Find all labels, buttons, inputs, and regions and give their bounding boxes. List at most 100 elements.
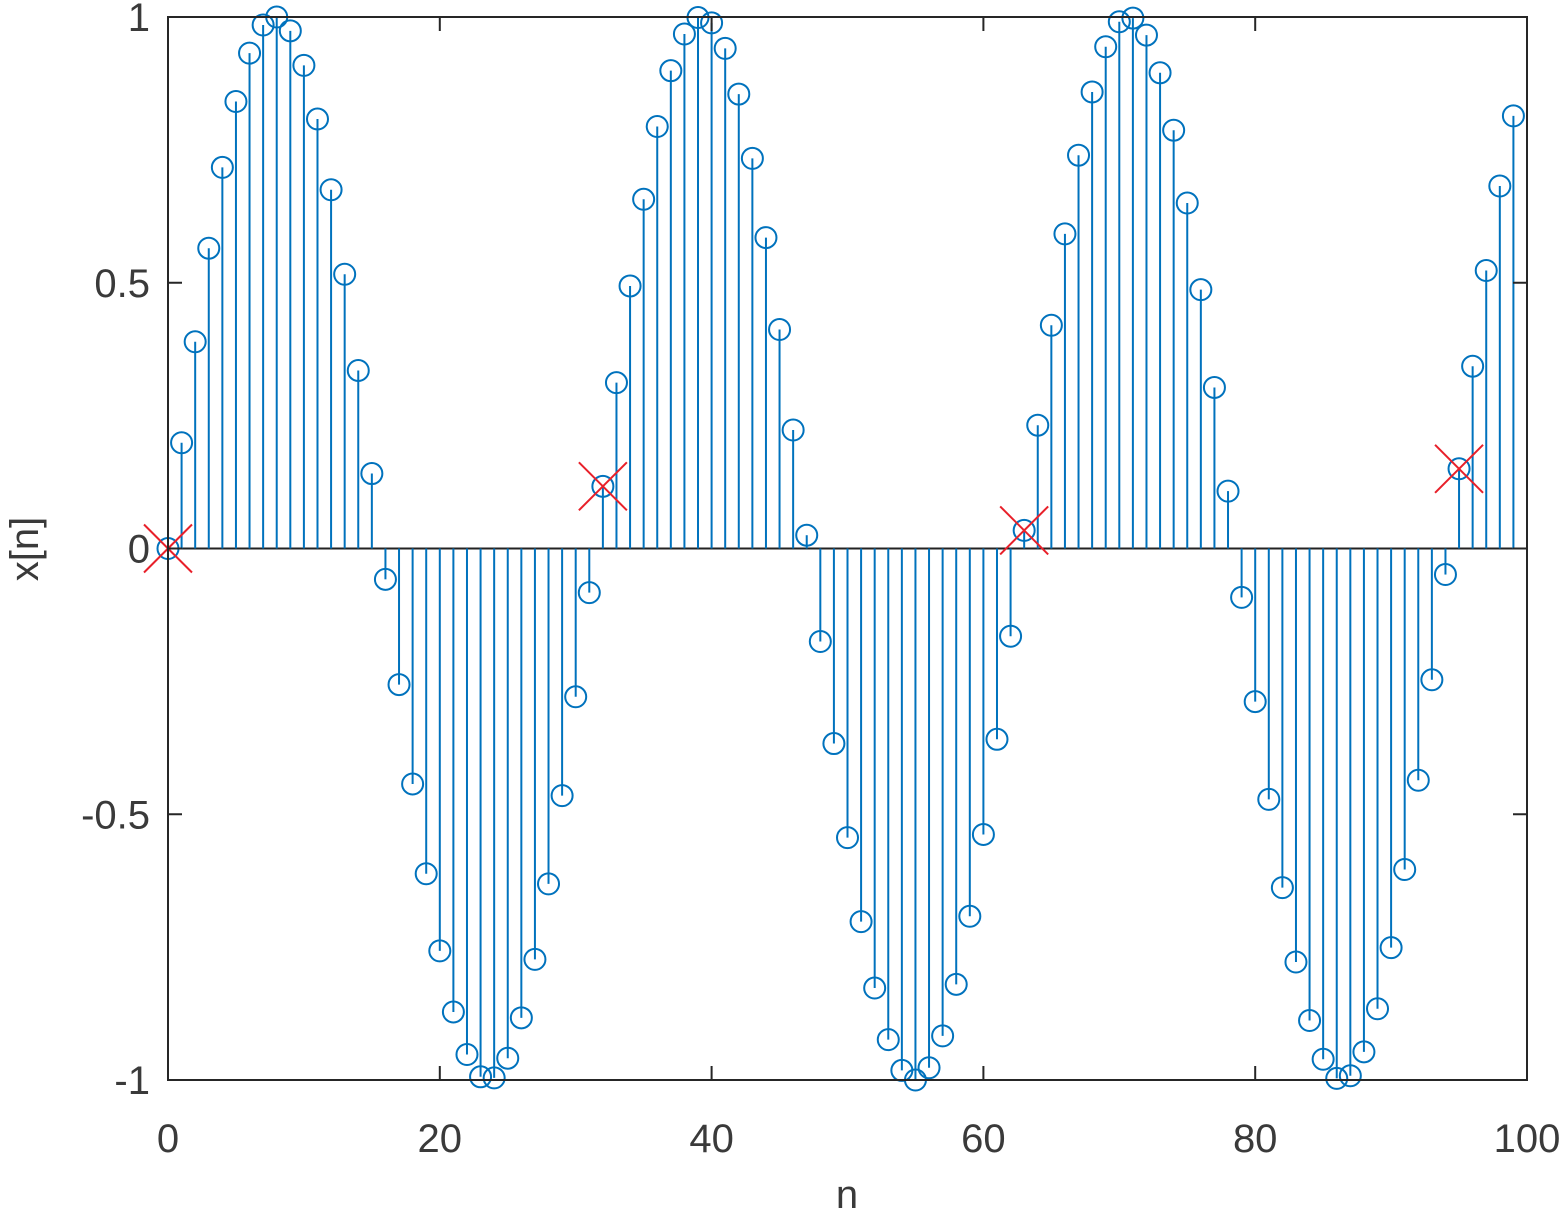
stem-marker bbox=[1230, 585, 1254, 609]
stem-marker bbox=[971, 822, 995, 846]
stem-marker bbox=[876, 1028, 900, 1052]
stem-marker bbox=[604, 371, 628, 395]
stem-marker bbox=[550, 784, 574, 808]
stem-marker bbox=[319, 178, 343, 202]
stem-marker bbox=[1243, 690, 1267, 714]
stem-marker bbox=[373, 567, 397, 591]
stem-marker bbox=[1311, 1047, 1335, 1071]
stem-marker bbox=[754, 226, 778, 250]
stem-marker bbox=[1325, 1066, 1349, 1090]
stem-marker bbox=[917, 1056, 941, 1080]
y-tick-label: -0.5 bbox=[81, 793, 150, 837]
stem-marker bbox=[672, 22, 696, 46]
stem-marker bbox=[944, 972, 968, 996]
stem-marker bbox=[183, 330, 207, 354]
stem-marker bbox=[496, 1046, 520, 1070]
stem-marker bbox=[740, 146, 764, 170]
stem-marker bbox=[985, 727, 1009, 751]
x-axis-label: n bbox=[836, 1173, 858, 1217]
stem-marker bbox=[849, 910, 873, 934]
stem-marker bbox=[387, 673, 411, 697]
stem-marker bbox=[863, 976, 887, 1000]
stem-marker bbox=[618, 274, 642, 298]
stem-marker bbox=[455, 1042, 479, 1066]
x-tick-label: 0 bbox=[157, 1117, 179, 1161]
stem-marker bbox=[251, 13, 275, 37]
stem-marker bbox=[224, 90, 248, 114]
x-tick-label: 40 bbox=[689, 1117, 734, 1161]
x-marker bbox=[999, 505, 1049, 556]
stem-marker bbox=[523, 947, 547, 971]
stem-marker bbox=[469, 1065, 493, 1089]
stem-marker bbox=[768, 318, 792, 342]
stem-marker bbox=[509, 1006, 533, 1030]
stem-marker bbox=[1501, 104, 1525, 128]
stem-marker bbox=[360, 462, 384, 486]
stem-marker bbox=[1216, 479, 1240, 503]
stem-marker bbox=[1461, 354, 1485, 378]
stem-marker bbox=[1406, 768, 1430, 792]
stem-marker bbox=[781, 418, 805, 442]
stem-marker bbox=[1067, 143, 1091, 167]
stem-marker bbox=[1134, 23, 1158, 47]
x-tick-label: 60 bbox=[961, 1117, 1006, 1161]
stem-marker bbox=[836, 826, 859, 850]
x-tick-label: 20 bbox=[418, 1117, 463, 1161]
stem-marker bbox=[795, 523, 819, 547]
stem-marker bbox=[1352, 1040, 1376, 1064]
stem-marker bbox=[645, 114, 669, 138]
stem-marker bbox=[1474, 259, 1498, 283]
stem-marker bbox=[210, 155, 234, 179]
stem-marker bbox=[564, 685, 588, 709]
stem-marker bbox=[1080, 80, 1104, 104]
stem-marker bbox=[346, 358, 370, 382]
x-tick-label: 100 bbox=[1494, 1117, 1561, 1161]
stem-marker bbox=[1121, 6, 1145, 30]
y-tick-label: -1 bbox=[114, 1059, 150, 1103]
stem-marker bbox=[305, 107, 329, 131]
stem-marker bbox=[1447, 457, 1471, 481]
stem-marker bbox=[1257, 787, 1281, 811]
stem-marker bbox=[1053, 222, 1077, 246]
stem-marker bbox=[1012, 518, 1036, 542]
stem-marker bbox=[1202, 375, 1226, 399]
x-marker bbox=[1434, 444, 1484, 494]
stem-marker bbox=[238, 41, 262, 65]
stem-marker bbox=[727, 82, 751, 106]
stem-marker bbox=[713, 36, 737, 60]
stem-marker bbox=[428, 939, 452, 963]
stem-marker bbox=[822, 732, 846, 756]
stem-marker bbox=[632, 187, 656, 211]
stem-marker bbox=[808, 630, 832, 654]
stem-marker bbox=[591, 474, 615, 498]
y-tick-label: 1 bbox=[128, 0, 150, 40]
stem-marker bbox=[999, 624, 1023, 648]
stem-marker bbox=[292, 53, 316, 77]
stem-marker bbox=[1094, 35, 1118, 59]
stem-marker bbox=[414, 862, 438, 886]
stem-marker bbox=[1366, 997, 1390, 1021]
y-tick-label: 0.5 bbox=[94, 262, 150, 306]
stem-marker bbox=[1284, 950, 1308, 974]
x-tick-label: 80 bbox=[1233, 1117, 1278, 1161]
stem-marker bbox=[1488, 174, 1512, 198]
stem-marker bbox=[401, 772, 425, 796]
x-marker bbox=[578, 461, 628, 512]
stem-marker bbox=[1393, 858, 1417, 882]
stem-marker bbox=[958, 904, 982, 928]
stem-marker bbox=[441, 1000, 465, 1024]
stem-marker bbox=[1420, 668, 1444, 692]
stem-marker bbox=[333, 262, 357, 286]
stem-marker bbox=[278, 19, 302, 43]
stem-marker bbox=[1338, 1064, 1362, 1088]
stem-marker bbox=[1175, 191, 1199, 215]
stem-marker bbox=[1270, 876, 1294, 900]
stem-marker bbox=[1026, 413, 1050, 437]
stem-marker bbox=[482, 1066, 506, 1090]
y-axis-label: x[n] bbox=[3, 517, 47, 581]
stem-marker bbox=[1107, 10, 1131, 34]
stem-marker bbox=[931, 1024, 955, 1048]
stem-marker bbox=[1379, 936, 1403, 960]
stem-marker bbox=[1189, 278, 1213, 302]
